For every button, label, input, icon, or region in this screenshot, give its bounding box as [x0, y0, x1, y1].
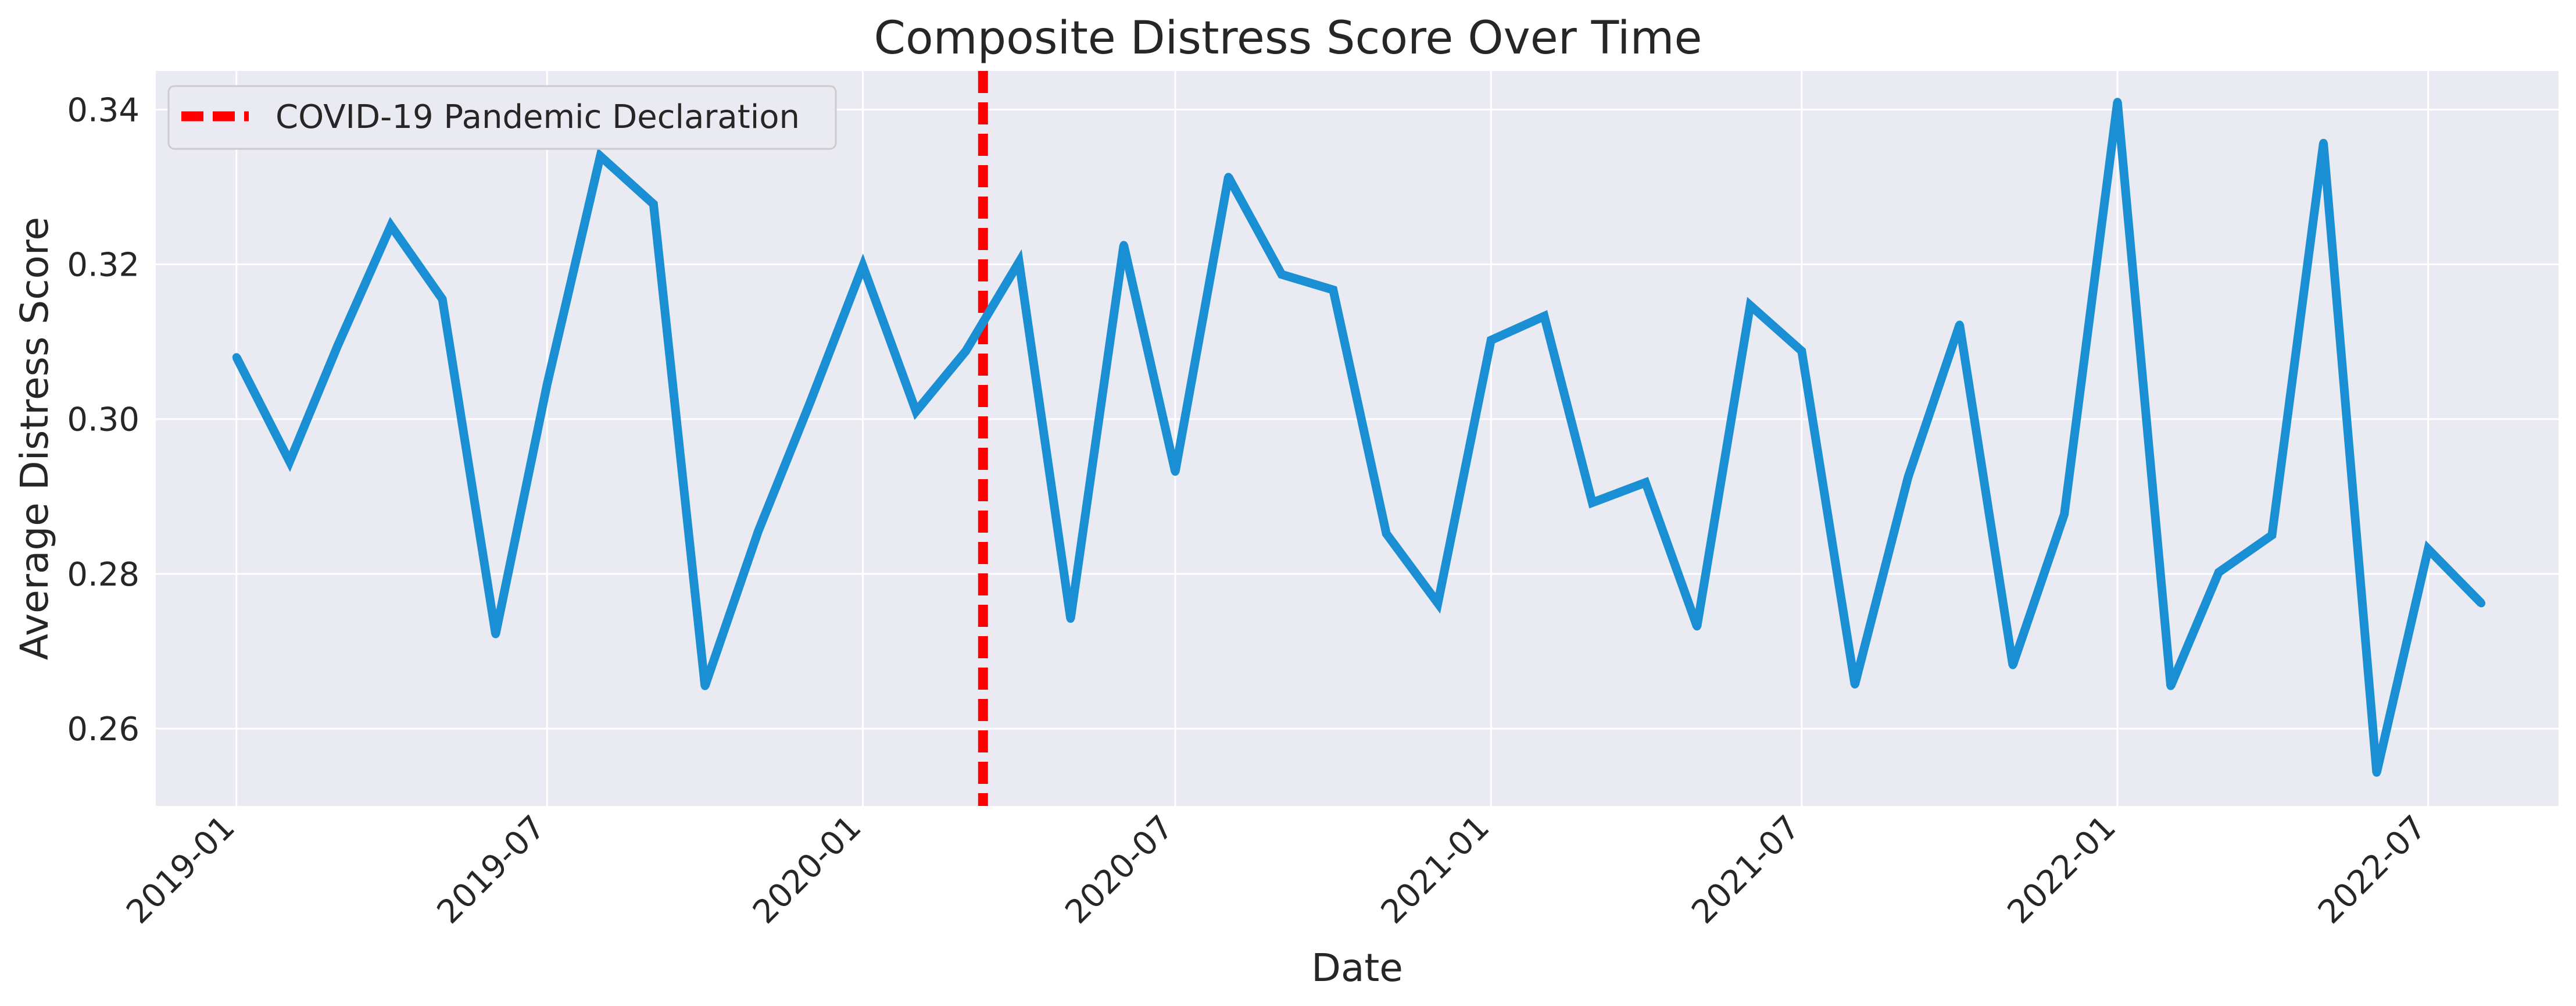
data-point: [1904, 473, 1912, 481]
x-tick-label: 2021-07: [1684, 808, 1807, 931]
x-tick-label: 2020-07: [1058, 808, 1180, 931]
data-point: [543, 380, 552, 388]
y-tick-label: 0.30: [67, 401, 139, 439]
data-point: [1382, 529, 1391, 538]
chart-title: Composite Distress Score Over Time: [874, 12, 1702, 65]
data-point: [387, 222, 395, 230]
data-point: [2477, 599, 2486, 608]
data-point: [2214, 568, 2223, 577]
legend-label-reference-line: COVID-19 Pandemic Declaration: [276, 98, 800, 136]
data-point: [1746, 301, 1755, 310]
data-point: [2113, 98, 2122, 106]
data-point: [1588, 498, 1597, 507]
data-point: [334, 341, 342, 350]
x-tick-label: 2021-01: [1374, 808, 1497, 931]
data-point: [961, 347, 970, 355]
data-point: [754, 527, 763, 536]
plot-area: [156, 71, 2559, 806]
data-point: [1015, 258, 1024, 266]
data-point: [858, 262, 867, 270]
data-point: [1693, 622, 1701, 631]
data-point: [1329, 286, 1337, 294]
data-point: [1224, 173, 1233, 181]
x-tick-label: 2022-01: [2001, 808, 2123, 931]
data-point: [2319, 138, 2328, 147]
data-point: [2060, 510, 2069, 519]
data-point: [1487, 336, 1495, 344]
data-point: [1540, 312, 1548, 320]
x-tick-label: 2022-07: [2311, 808, 2434, 931]
data-point: [232, 353, 241, 362]
data-point: [1433, 599, 1442, 608]
data-point: [1851, 680, 1859, 689]
data-point: [1641, 478, 1650, 487]
data-point: [438, 295, 447, 304]
data-point: [491, 630, 500, 638]
data-point: [1797, 347, 1806, 355]
data-point: [2267, 531, 2276, 540]
series-line: [232, 101, 2485, 774]
y-tick-label: 0.34: [67, 92, 139, 130]
data-point: [596, 152, 604, 160]
data-point: [806, 399, 814, 408]
x-tick-label: 2019-07: [430, 808, 553, 931]
data-point: [2373, 768, 2381, 777]
legend: COVID-19 Pandemic Declaration: [167, 85, 837, 150]
data-point: [1171, 468, 1179, 476]
x-tick-label: 2020-01: [746, 808, 868, 931]
data-point: [1119, 241, 1128, 249]
data-point: [2424, 545, 2432, 554]
data-point: [1278, 270, 1286, 279]
data-point: [2009, 661, 2017, 669]
x-tick-label: 2019-01: [119, 808, 242, 931]
grid-lines: [156, 71, 2559, 806]
y-tick-label: 0.26: [67, 711, 139, 748]
data-point: [649, 199, 658, 208]
data-point: [1955, 320, 1964, 329]
data-point: [2166, 682, 2175, 690]
y-tick-label: 0.32: [67, 247, 139, 284]
data-point: [285, 457, 294, 466]
y-axis-label: Average Distress Score: [12, 217, 57, 660]
series-layer: [232, 98, 2486, 777]
legend-box: [167, 85, 837, 150]
data-point: [700, 682, 709, 690]
x-axis-label: Date: [1311, 946, 1403, 990]
data-point: [1066, 615, 1075, 623]
y-tick-label: 0.28: [67, 556, 139, 594]
data-point: [912, 407, 921, 416]
